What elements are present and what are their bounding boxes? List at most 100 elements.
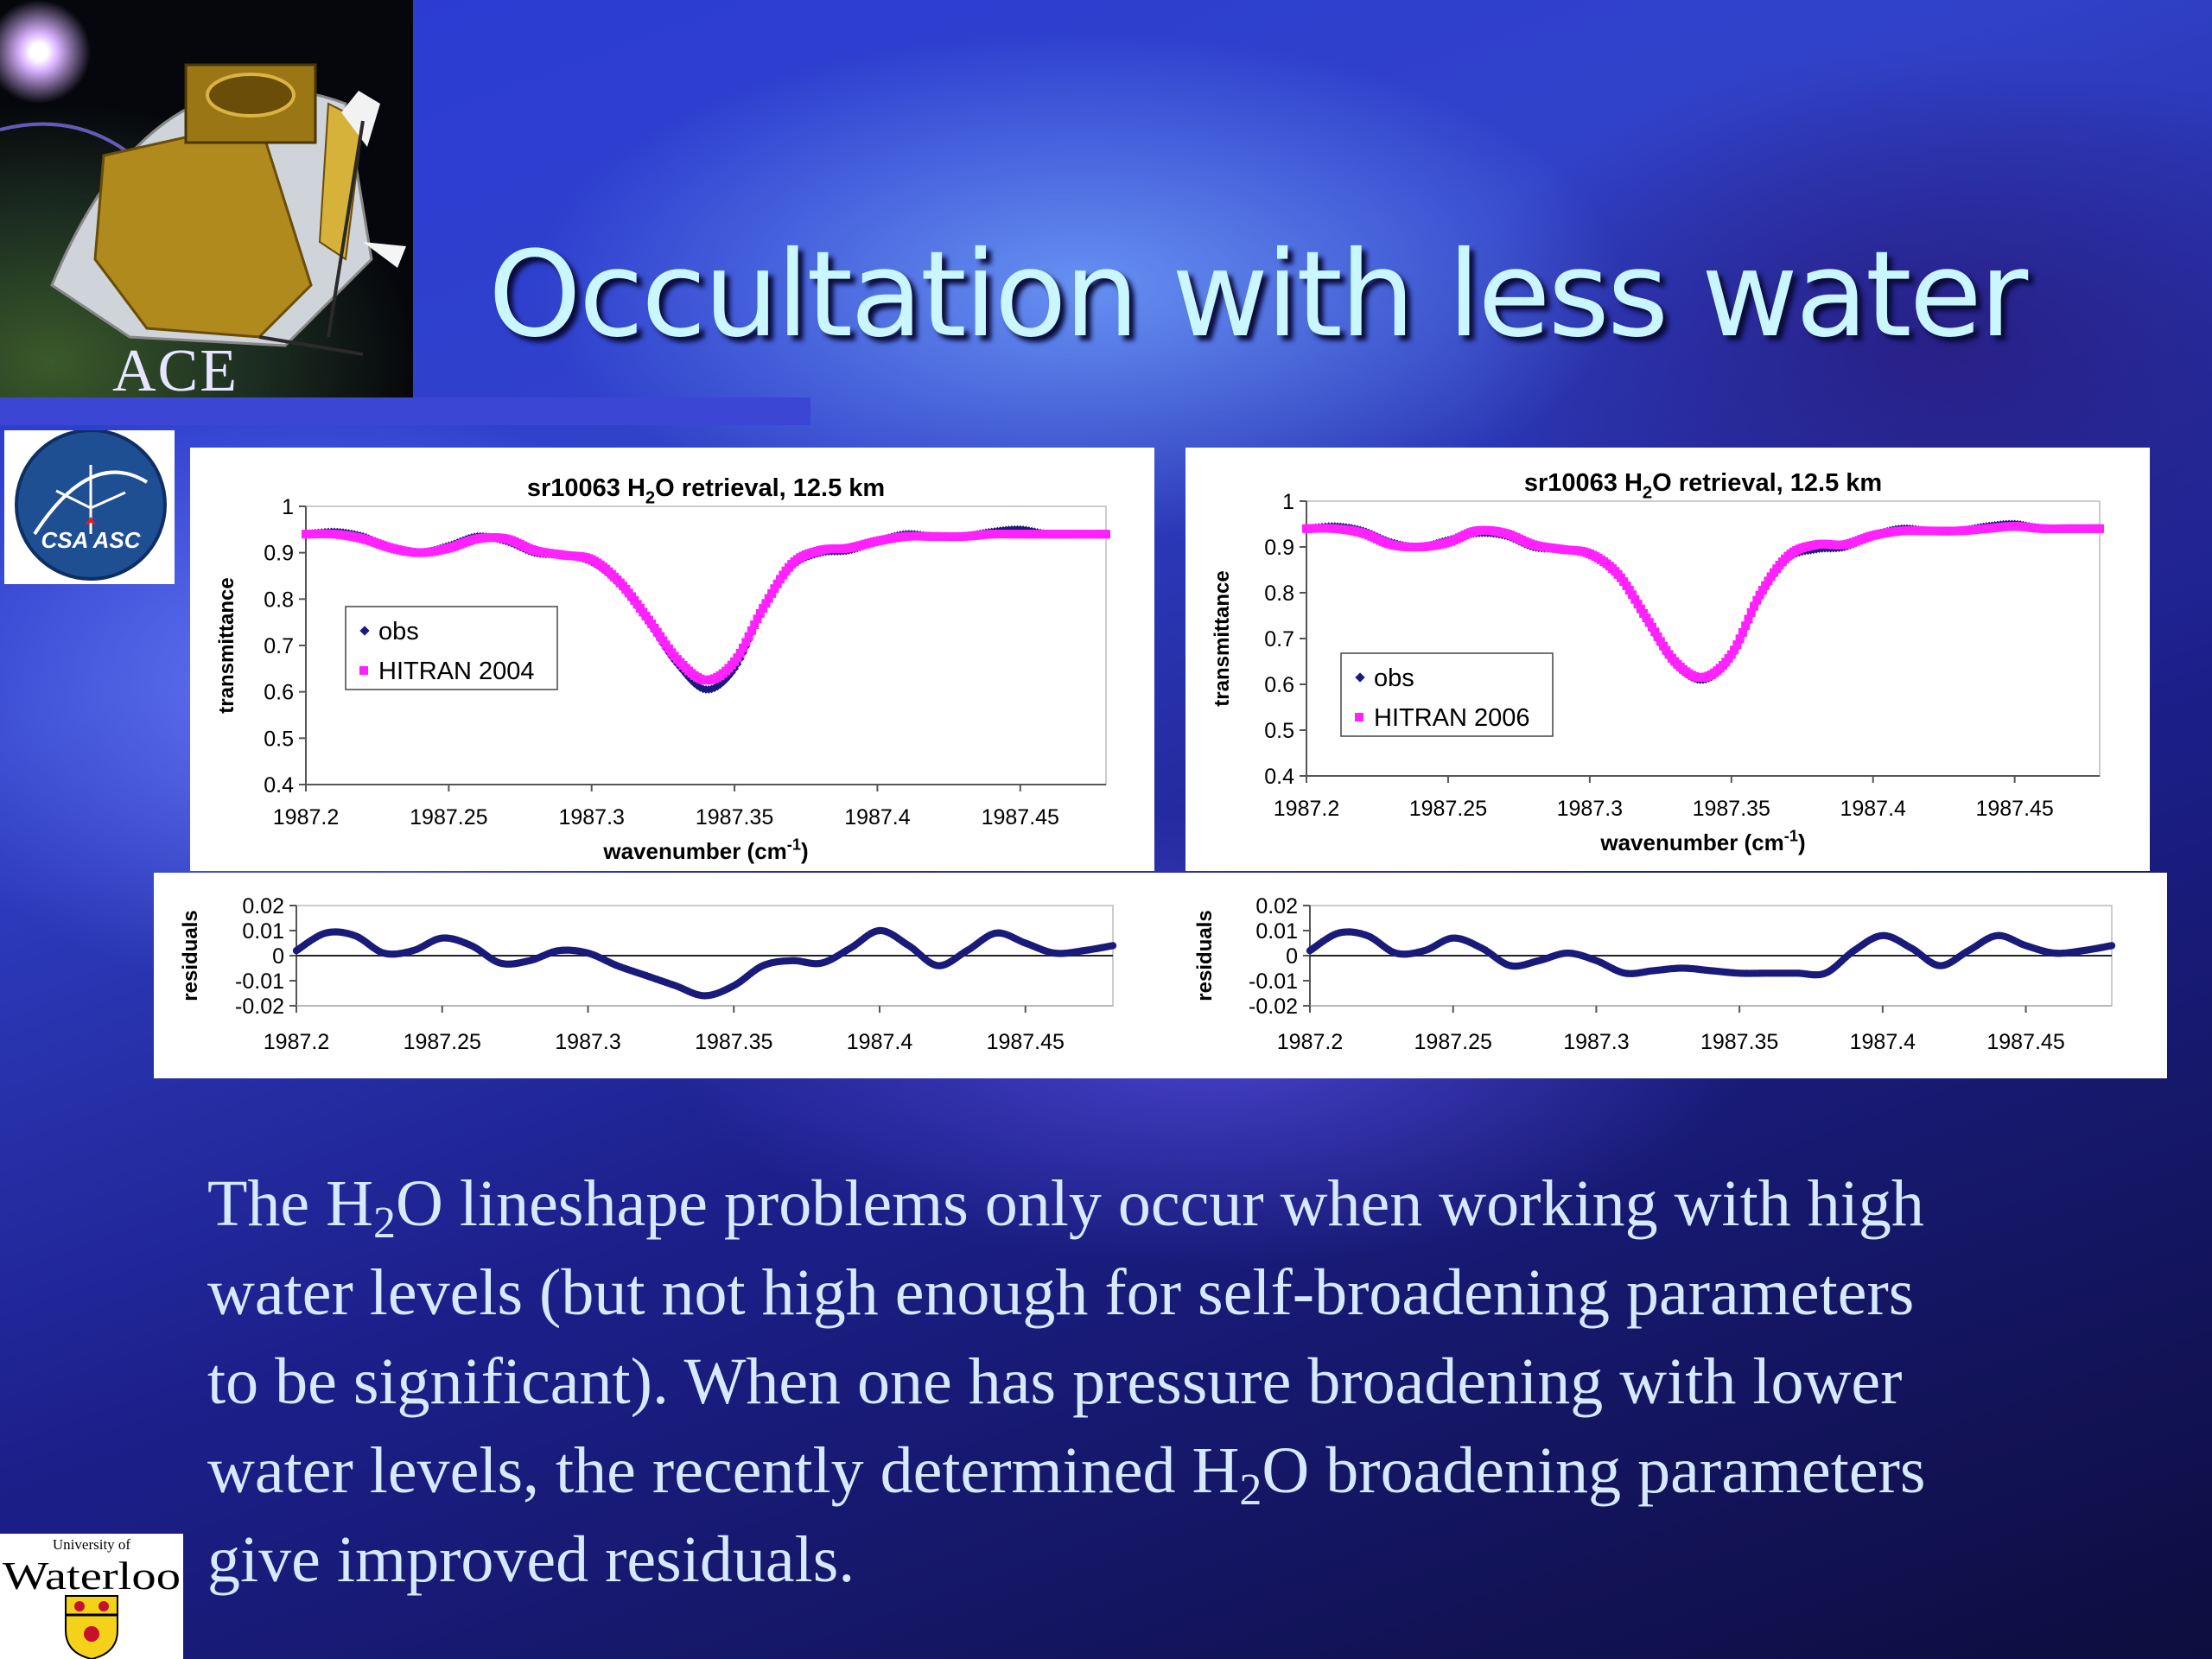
x-tick-label: 1987.35 [696,805,773,830]
caption-line-5: give improved residuals. [207,1523,855,1596]
legend-box [345,606,558,690]
y-tick-label: 0.6 [264,681,294,705]
residual-panel-right: 0.02 0.01 0 -0.01 -0.02 1987.2 1987.25 1987.3 19… [1168,873,2167,1078]
x-tick-label: 1987.4 [844,805,911,830]
data-point [1750,601,1759,611]
data-point [1738,627,1747,637]
data-point [1622,581,1631,590]
y-tick-label: 0 [272,944,284,969]
legend: obs HITRAN 2004 [345,606,558,690]
data-point [759,604,768,613]
data-point [2095,524,2104,533]
caption-line-3: to be significant). When one has pressur… [207,1345,1903,1418]
legend-label: HITRAN 2004 [378,658,535,685]
data-point [1659,641,1669,651]
caption-line-1: The H2O lineshape problems only occur wh… [207,1160,2186,1249]
y-axis-label: residuals [179,910,202,1001]
y-tick-label: 0.7 [264,634,294,658]
legend-marker [359,666,368,675]
data-point [1741,621,1751,631]
data-point [1636,604,1645,613]
data-point [1102,530,1110,539]
csa-emblem-icon: CSA ASC [15,430,167,581]
y-axis-label: residuals [1193,910,1217,1001]
data-point [1732,640,1742,650]
y-tick-label: 0.8 [1264,582,1294,606]
x-tick-label: 1987.4 [1850,1030,1916,1054]
data-point [747,626,756,635]
data-point [1653,632,1662,641]
x-tick-label: 1987.35 [1693,797,1770,821]
x-tick-label: 1987.4 [847,1030,913,1054]
x-tick-label: 1987.3 [558,805,624,830]
legend-label: obs [378,618,419,645]
caption-line-4: water levels, the recently determined H2… [207,1427,2186,1516]
data-point [755,608,765,618]
data-point [1735,634,1745,644]
waterloo-name-text: Waterloo [3,1554,181,1598]
data-point [744,632,753,641]
caption-line-1-sub: 2 [373,1198,397,1248]
y-tick-label: 0 [1286,944,1298,969]
y-tick-label: -0.02 [1249,995,1298,1019]
residual-panel-left: 0.02 0.01 0 -0.01 -0.02 1987.2 1987.25 1987.3 19… [154,873,1168,1078]
residuals-chart-right: 0.020.010-0.01-0.02 1987.2 1987.25 1987.3 19… [1193,894,2116,1054]
y-tick-label: -0.02 [235,995,284,1019]
csa-label: CSA ASC [41,527,141,553]
data-point [750,620,760,630]
data-point [1628,590,1637,600]
x-tick-label: 1987.45 [982,805,1059,830]
chart-title: sr10063 H2O retrieval, 12.5 km [1524,469,1882,503]
ace-label: ACE [112,338,238,402]
legend: obs HITRAN 2006 [1340,652,1554,737]
data-point [1761,581,1770,590]
data-point [1624,586,1634,595]
y-tick-label: 0.5 [1264,719,1294,743]
data-point [753,614,762,624]
x-tick-label: 1987.3 [1563,1030,1629,1054]
caption-line-2: water levels (but not high enough for se… [207,1256,1915,1329]
y-tick-label: 0.01 [242,919,284,944]
data-point [1647,622,1656,632]
series-residuals [292,926,1117,1000]
y-axis-label: transmittance [215,577,238,713]
x-tick-label: 1987.25 [410,805,487,830]
y-tick-label: 0.6 [1264,673,1294,697]
x-tick-label: 1987.25 [1414,1030,1492,1054]
data-point [770,584,779,594]
data-point [1656,637,1665,646]
legend-label: obs [1374,664,1414,692]
y-tick-label: 0.8 [264,588,294,612]
chart-panel-right: 0.4 0.5 0.6 0.7 0.8 0.9 1 1987.2 1987.25 1987.3 19… [1185,448,2150,871]
data-point [761,599,771,608]
data-point [1109,942,1117,950]
caption-line-1-a: The H [207,1167,374,1240]
chart-panel-left: 0.4 0.5 0.6 0.7 0.8 0.9 1 1987.2 1987.25 1987.3 19… [190,448,1154,871]
x-tick-label: 1987.45 [1986,1030,2064,1054]
y-tick-label: 0.4 [1264,765,1294,789]
caption-line-4-sub: 2 [1239,1465,1262,1515]
y-tick-label: 0.02 [1255,894,1298,918]
chart-title: sr10063 H2O retrieval, 12.5 km [527,474,885,508]
data-point [1644,618,1654,627]
transmittance-chart-left: 0.4 0.5 0.6 0.7 0.8 0.9 1 1987.2 1987.25 1987.3 19… [215,474,1110,864]
data-point [2107,942,2116,950]
title-underline-bar [0,397,810,425]
waterloo-logo: University of Waterloo [0,1534,183,1659]
y-tick-label: 1 [282,495,294,519]
x-tick-label: 1987.3 [1557,797,1623,821]
x-tick-label: 1987.4 [1840,797,1906,821]
ace-logo: ACE [0,0,413,402]
series-hitran-2006 [1302,522,2104,683]
caption-line-1-b: O lineshape problems only occur when wor… [396,1167,1924,1240]
x-axis-label: wavenumber (cm-1) [602,836,808,864]
legend-marker [1355,713,1363,721]
x-axis-label: wavenumber (cm-1) [1599,828,1805,855]
data-point [767,588,777,598]
y-tick-label: -0.01 [235,969,284,994]
y-tick-label: 0.7 [1264,627,1294,652]
data-point [1633,600,1643,609]
csa-logo: CSA ASC [4,430,175,584]
series-hitran-2004 [302,529,1110,685]
satellite-icon [0,63,406,356]
